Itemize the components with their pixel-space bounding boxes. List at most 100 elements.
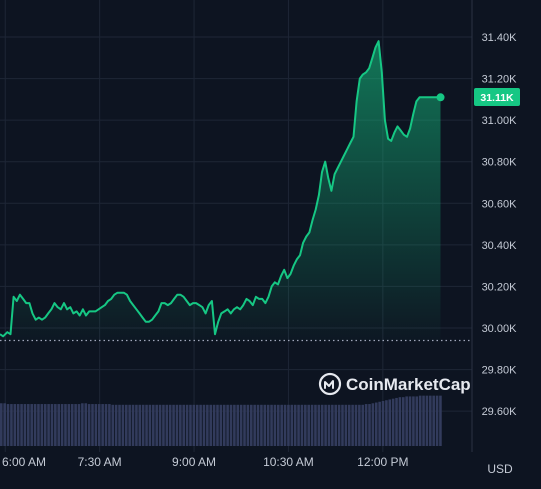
volume-bar bbox=[13, 404, 17, 446]
volume-bar bbox=[425, 395, 429, 446]
volume-bar bbox=[439, 395, 442, 446]
volume-bar bbox=[67, 404, 71, 446]
volume-bar bbox=[192, 404, 196, 446]
volume-bar bbox=[108, 404, 111, 446]
volume-bar bbox=[435, 395, 439, 446]
volume-bar bbox=[371, 403, 375, 446]
volume-bar bbox=[219, 404, 223, 446]
volume-bar bbox=[429, 395, 432, 446]
volume-bar bbox=[280, 404, 283, 446]
volume-bar bbox=[212, 404, 216, 446]
volume-bar bbox=[307, 404, 310, 446]
volume-bar bbox=[70, 404, 74, 446]
volume-bar bbox=[33, 404, 37, 446]
volume-bar bbox=[128, 404, 131, 446]
volume-bar bbox=[256, 404, 260, 446]
volume-bar bbox=[351, 404, 354, 446]
volume-bar bbox=[398, 397, 402, 446]
volume-bar bbox=[249, 404, 253, 446]
volume-bar bbox=[385, 400, 388, 446]
volume-bar bbox=[145, 404, 148, 446]
volume-bar bbox=[94, 404, 98, 446]
y-tick-label: 31.00K bbox=[482, 115, 518, 127]
volume-bar bbox=[260, 404, 263, 446]
volume-bar bbox=[263, 404, 267, 446]
volume-bar bbox=[172, 404, 175, 446]
volume-bar bbox=[293, 404, 297, 446]
volume-bar bbox=[74, 404, 77, 446]
volume-bar bbox=[158, 404, 162, 446]
volume-bar bbox=[216, 404, 219, 446]
volume-bar bbox=[54, 404, 57, 446]
x-tick-label: 6:00 AM bbox=[2, 455, 46, 469]
volume-bar bbox=[368, 404, 371, 446]
y-tick-label: 29.80K bbox=[482, 365, 518, 377]
volume-bar bbox=[222, 404, 226, 446]
volume-bar bbox=[266, 404, 270, 446]
volume-bar bbox=[270, 404, 273, 446]
volume-bar bbox=[341, 404, 344, 446]
volume-bar bbox=[327, 404, 331, 446]
volume-bar bbox=[155, 404, 158, 446]
volume-bar bbox=[0, 403, 3, 446]
volume-bar bbox=[412, 396, 415, 446]
x-tick-label: 9:00 AM bbox=[172, 455, 216, 469]
volume-bar bbox=[60, 404, 64, 446]
volume-bar bbox=[408, 396, 412, 446]
volume-bar bbox=[432, 395, 435, 446]
volume-bar bbox=[64, 404, 67, 446]
volume-bar bbox=[91, 404, 94, 446]
x-tick-label: 12:00 PM bbox=[357, 455, 408, 469]
y-tick-label: 30.00K bbox=[482, 323, 518, 335]
volume-bar bbox=[10, 404, 13, 446]
volume-bar bbox=[114, 404, 118, 446]
volume-bar bbox=[310, 404, 314, 446]
volume-bar bbox=[418, 395, 422, 446]
price-area-layer bbox=[0, 41, 441, 341]
x-tick-label: 10:30 AM bbox=[263, 455, 314, 469]
volume-bar bbox=[422, 395, 425, 446]
volume-bar bbox=[290, 404, 294, 446]
volume-bar bbox=[57, 404, 61, 446]
volume-bar bbox=[395, 397, 398, 446]
volume-bar bbox=[304, 404, 307, 446]
volume-bar bbox=[347, 404, 351, 446]
volume-bar bbox=[199, 404, 202, 446]
volume-bar bbox=[277, 404, 280, 446]
volume-bar bbox=[381, 400, 385, 446]
volume-bar bbox=[77, 404, 81, 446]
y-tick-label: 30.80K bbox=[482, 157, 518, 169]
volume-bar bbox=[97, 404, 101, 446]
volume-bar bbox=[324, 404, 327, 446]
current-price-label: 31.11K bbox=[480, 92, 514, 104]
volume-bar bbox=[131, 404, 135, 446]
volume-bar bbox=[101, 404, 104, 446]
volume-bar bbox=[206, 404, 209, 446]
volume-bar bbox=[358, 404, 361, 446]
volume-bar bbox=[415, 396, 419, 446]
y-tick-label: 29.60K bbox=[482, 406, 518, 418]
volume-bar bbox=[81, 403, 84, 446]
volume-bar bbox=[195, 404, 199, 446]
watermark-label: CoinMarketCap bbox=[346, 375, 471, 394]
volume-bar bbox=[50, 404, 54, 446]
volume-bar bbox=[391, 398, 395, 446]
volume-bar bbox=[226, 404, 229, 446]
volume-bar bbox=[40, 404, 44, 446]
y-axis: 29.60K 29.80K 30.00K 30.20K 30.40K 30.60K 30.8… bbox=[482, 32, 518, 418]
volume-bar bbox=[364, 404, 368, 446]
volume-bar bbox=[361, 404, 365, 446]
volume-bar bbox=[141, 404, 145, 446]
x-axis: 6:00 AM 7:30 AM 9:00 AM 10:30 AM 12:00 PM bbox=[2, 455, 409, 469]
volume-bar bbox=[124, 404, 128, 446]
price-line-layer bbox=[0, 40, 445, 338]
volume-bar bbox=[317, 404, 321, 446]
volume-bar bbox=[229, 404, 233, 446]
volume-bar bbox=[84, 403, 88, 446]
volume-bar bbox=[185, 404, 189, 446]
volume-bar bbox=[236, 404, 240, 446]
currency-label: USD bbox=[487, 462, 513, 476]
volume-bar bbox=[354, 404, 358, 446]
volume-bar bbox=[182, 404, 185, 446]
